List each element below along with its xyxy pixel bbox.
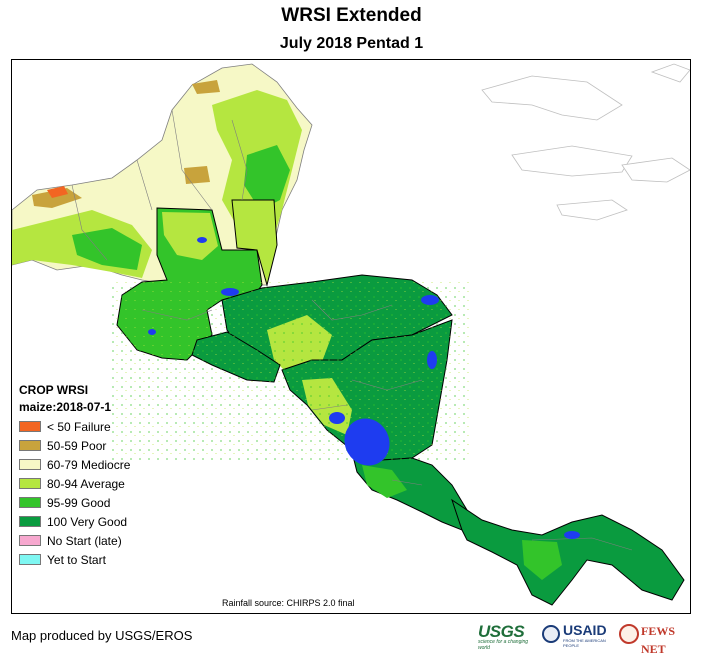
panama-region <box>451 498 685 606</box>
caribbean-islands <box>481 63 690 221</box>
usaid-wordmark: USAID <box>563 622 607 638</box>
legend-swatch <box>19 516 41 527</box>
map-canvas <box>12 63 690 606</box>
fews-net-wordmark: FEWS NET <box>641 624 676 656</box>
legend-title: CROP WRSI <box>19 383 89 397</box>
campeche-poor-patch <box>184 166 210 184</box>
legend-item: < 50 Failure <box>19 417 169 436</box>
map-credit: Map produced by USGS/EROS <box>11 628 193 643</box>
admin-boundaries <box>71 109 633 551</box>
yucatan-good-zone <box>244 145 290 210</box>
legend-item: 100 Very Good <box>19 512 169 531</box>
legend-label: 80-94 Average <box>47 476 125 491</box>
map-frame <box>11 59 691 614</box>
lake-nicaragua <box>344 418 390 466</box>
fews-net-seal-icon <box>619 624 639 644</box>
fews-net-logo: FEWS NET <box>641 622 699 656</box>
tabasco-poor-zone <box>32 188 82 208</box>
lagoon-caratasca <box>421 295 439 305</box>
legend-swatch <box>19 497 41 508</box>
mexico-south-good-zone <box>72 228 142 270</box>
usgs-tagline: science for a changing world <box>478 639 529 651</box>
lake-peten <box>197 237 207 243</box>
map-subtitle: July 2018 Pentad 1 <box>279 35 424 52</box>
lake-managua <box>329 412 345 424</box>
legend-item: Yet to Start <box>19 550 169 569</box>
lakes <box>148 237 580 539</box>
map-title: WRSI Extended <box>281 5 422 26</box>
usaid-logo: USAID FROM THE AMERICAN PEOPLE <box>563 622 617 652</box>
lake-gatun <box>564 531 580 539</box>
usgs-wordmark: USGS <box>478 622 525 641</box>
usaid-tagline: FROM THE AMERICAN PEOPLE <box>563 638 606 648</box>
legend-swatch <box>19 478 41 489</box>
legend-item: 50-59 Poor <box>19 436 169 455</box>
legend: CROP WRSI maize:2018-07-1 < 50 Failure 5… <box>19 382 169 569</box>
legend-label: Yet to Start <box>47 552 106 567</box>
usaid-seal-icon <box>542 625 560 643</box>
lake-amatitlan <box>148 329 156 335</box>
legend-swatch <box>19 554 41 565</box>
costa-rica-good-zone <box>362 465 407 498</box>
legend-label: 100 Very Good <box>47 514 128 529</box>
tabasco-failure-zone <box>47 186 68 198</box>
lagoon-pearl <box>427 351 437 369</box>
rainfall-source-note: Rainfall source: CHIRPS 2.0 final <box>222 598 355 608</box>
usgs-logo: USGS science for a changing world <box>478 622 540 652</box>
legend-item: 95-99 Good <box>19 493 169 512</box>
legend-label: 50-59 Poor <box>47 438 107 453</box>
legend-label: No Start (late) <box>47 533 122 548</box>
vegetation-texture <box>112 280 472 460</box>
legend-swatch <box>19 535 41 546</box>
legend-subtitle: maize:2018-07-1 <box>19 400 112 414</box>
legend-label: < 50 Failure <box>47 419 111 434</box>
legend-item: No Start (late) <box>19 531 169 550</box>
lake-izabal <box>221 288 239 296</box>
legend-swatch <box>19 440 41 451</box>
legend-swatch <box>19 421 41 432</box>
legend-swatch <box>19 459 41 470</box>
panama-good-zone <box>522 540 562 580</box>
yucatan-poor-patch <box>192 80 220 94</box>
legend-item: 80-94 Average <box>19 474 169 493</box>
peten-average-zone <box>162 212 218 260</box>
legend-label: 95-99 Good <box>47 495 111 510</box>
legend-item: 60-79 Mediocre <box>19 455 169 474</box>
legend-label: 60-79 Mediocre <box>47 457 131 472</box>
